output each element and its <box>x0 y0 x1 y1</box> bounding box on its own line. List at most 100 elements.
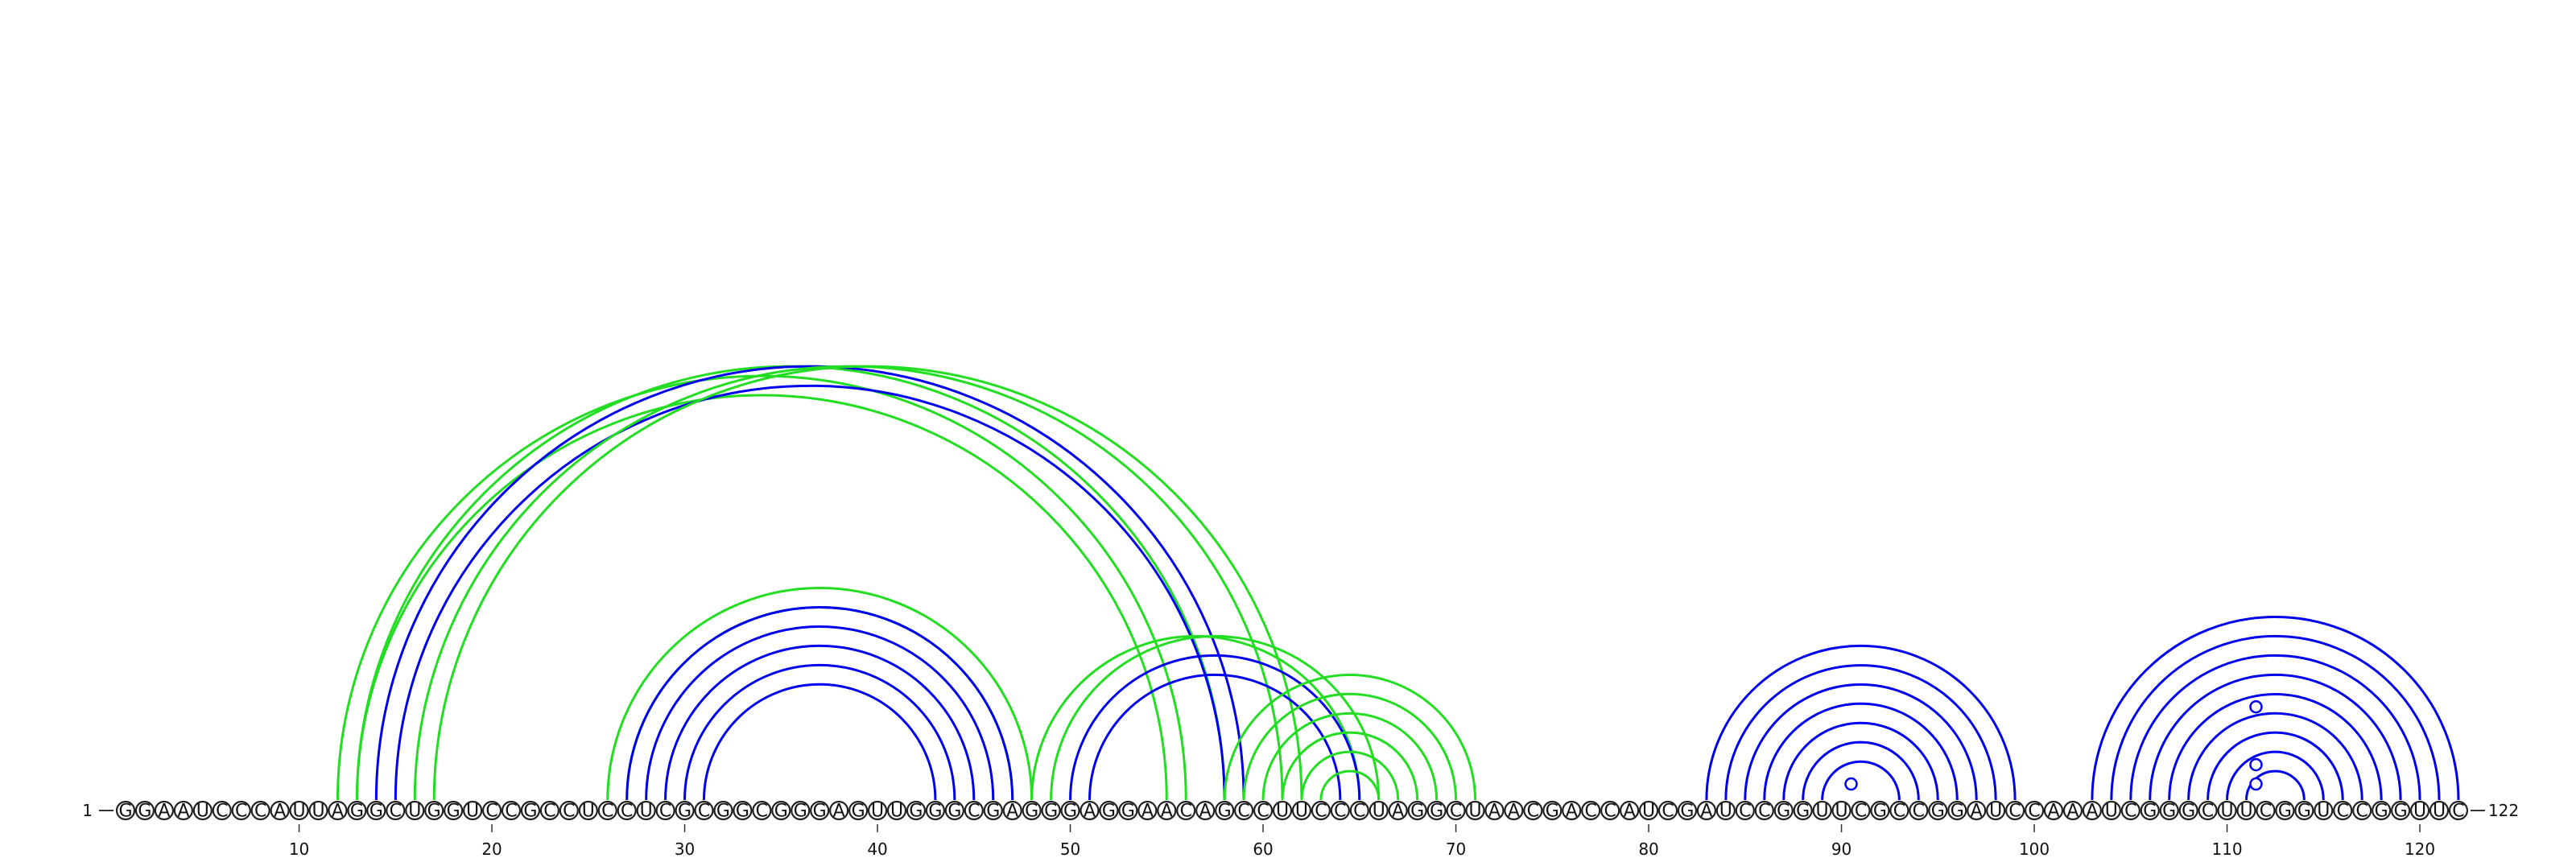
nucleotide-circle <box>1060 800 1080 821</box>
nucleotide-letter: C <box>543 802 555 822</box>
nucleotide-letter: A <box>1084 802 1096 822</box>
nucleotide-circle <box>405 800 425 821</box>
nucleotide-circle <box>1600 800 1620 821</box>
nucleotide-circle <box>1080 800 1100 821</box>
nucleotide-letter: G <box>1931 802 1945 822</box>
nucleotide: A <box>1967 800 1987 822</box>
nucleotide-letter: A <box>332 802 344 822</box>
nucleotide-circle <box>2314 800 2334 821</box>
nucleotide-circle <box>2198 800 2218 821</box>
nucleotide-letter: G <box>1796 802 1810 822</box>
nucleotide: C <box>964 800 984 822</box>
nucleotide-circle <box>1562 800 1582 821</box>
base-pair-arc <box>1319 769 1381 801</box>
nucleotide: C <box>2120 800 2140 822</box>
nucleotide: C <box>250 800 270 822</box>
nucleotide-letter: U <box>640 802 653 822</box>
nucleotide-letter: G <box>447 802 460 822</box>
nucleotide-circle <box>520 800 541 821</box>
base-pair-arc <box>2187 712 2363 801</box>
nucleotide-letter: G <box>986 802 1000 822</box>
nucleotide-letter: A <box>1392 802 1404 822</box>
nucleotide-letter: A <box>1141 802 1154 822</box>
nucleotide: U <box>405 800 425 822</box>
nucleotide: C <box>694 800 714 822</box>
nucleotide-letter: C <box>390 802 402 822</box>
nucleotide-letter: C <box>1739 802 1751 822</box>
base-pair-arc <box>1802 740 1920 801</box>
nucleotide-letter: G <box>2182 802 2195 822</box>
nucleotide-circle <box>462 800 483 821</box>
nucleotide-letter: C <box>505 802 517 822</box>
nucleotide-letter: G <box>1121 802 1135 822</box>
nucleotide: G <box>906 800 927 822</box>
nucleotide: G <box>1060 800 1080 822</box>
nucleotide: G <box>675 800 695 822</box>
nucleotide: G <box>2372 800 2392 822</box>
nucleotide-letter: C <box>968 802 980 822</box>
nucleotide-circle <box>2429 800 2450 821</box>
nucleotide-letter: U <box>1276 802 1289 822</box>
nucleotide-letter: G <box>852 802 865 822</box>
nucleotide-letter: A <box>1971 802 1983 822</box>
nucleotide-letter: U <box>871 802 884 822</box>
nucleotide-circle <box>1677 800 1698 821</box>
base-pair-arc <box>2207 731 2344 801</box>
nucleotide-circle <box>1195 800 1216 821</box>
nucleotide-letter: U <box>1642 802 1655 822</box>
nucleotide: A <box>1388 800 1408 822</box>
nucleotide: G <box>1041 800 1061 822</box>
nucleotide-letter: C <box>1334 802 1346 822</box>
nucleotide-letter: G <box>736 802 749 822</box>
nucleotide: G <box>347 800 367 822</box>
nucleotide: U <box>462 800 483 822</box>
nucleotide-circle <box>752 800 772 821</box>
nucleotide-letter: A <box>1199 802 1212 822</box>
nucleotide-letter: C <box>601 802 613 822</box>
nucleotide: C <box>1851 800 1871 822</box>
nucleotide-letter: G <box>716 802 730 822</box>
nucleotide-letter: U <box>2413 802 2426 822</box>
nucleotide-circle <box>212 800 232 821</box>
nucleotide: A <box>270 800 290 822</box>
nucleotide-letter: G <box>909 802 923 822</box>
nucleotide-circle <box>2352 800 2372 821</box>
nucleotide: C <box>1600 800 1620 822</box>
nucleotide-circle <box>501 800 522 821</box>
nucleotide-circle <box>231 800 251 821</box>
nucleotide-letter: C <box>659 802 671 822</box>
nucleotide: U <box>2217 800 2237 822</box>
nucleotide-circle <box>539 800 560 821</box>
nucleotide-circle <box>1870 800 1890 821</box>
nucleotide: G <box>848 800 869 822</box>
nucleotide-letter: A <box>1624 802 1636 822</box>
nucleotide: G <box>2178 800 2198 822</box>
base-pair-arc <box>645 625 995 801</box>
nucleotide-circle <box>1523 800 1543 821</box>
nucleotide: U <box>867 800 888 822</box>
nucleotide-circle <box>983 800 1003 821</box>
nucleotide: G <box>713 800 733 822</box>
nucleotide: G <box>2391 800 2411 822</box>
nucleotide-circle <box>1215 800 1235 821</box>
base-pair-arc <box>1088 673 1342 801</box>
nucleotide: C <box>2448 800 2469 822</box>
nucleotide-letter: G <box>523 802 537 822</box>
nucleotide-letter: C <box>1257 802 1269 822</box>
nucleotide-letter: G <box>1951 802 1964 822</box>
nucleotide-letter: U <box>2317 802 2330 822</box>
nucleotide: U <box>2314 800 2334 822</box>
nucleotide: A <box>1080 800 1100 822</box>
nucleotide-circle <box>848 800 869 821</box>
start-label: 1 <box>82 801 93 820</box>
base-pair-arc <box>1821 760 1901 801</box>
nucleotide: U <box>1986 800 2006 822</box>
nucleotide-circle <box>2062 800 2083 821</box>
tick-label: 10 <box>289 839 309 858</box>
nucleotide: C <box>1233 800 1254 822</box>
nucleotide-letter: C <box>1315 802 1327 822</box>
nucleotide-circle <box>636 800 656 821</box>
nucleotide: C <box>2024 800 2045 822</box>
nucleotide: A <box>1137 800 1158 822</box>
nucleotide-letter: C <box>1585 802 1597 822</box>
